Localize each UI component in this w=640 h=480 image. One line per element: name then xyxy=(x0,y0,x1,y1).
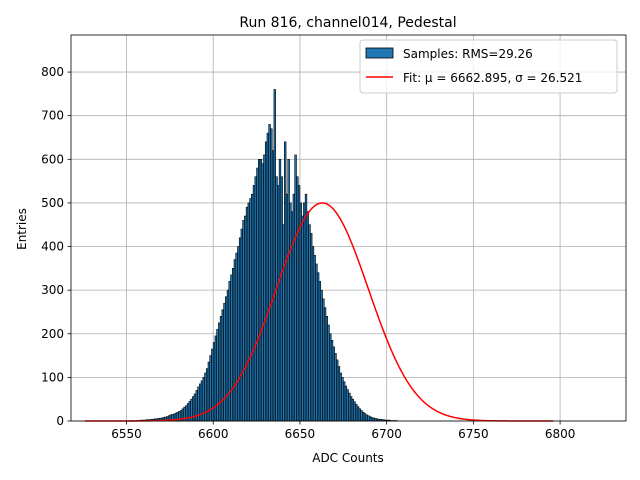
y-tick-label: 0 xyxy=(56,414,64,428)
legend-samples-label: Samples: RMS=29.26 xyxy=(403,47,533,61)
x-axis-ticks: 6550 6600 6650 6700 6750 6800 xyxy=(111,421,575,441)
x-tick-label: 6700 xyxy=(371,427,402,441)
x-tick-label: 6650 xyxy=(285,427,316,441)
x-tick-label: 6800 xyxy=(545,427,576,441)
legend-samples-swatch xyxy=(365,47,394,59)
y-tick-label: 800 xyxy=(41,65,64,79)
x-tick-label: 6600 xyxy=(198,427,229,441)
y-axis-ticks: 0 100 200 300 400 500 600 700 800 xyxy=(41,65,71,428)
y-tick-label: 700 xyxy=(41,109,64,123)
y-tick-label: 500 xyxy=(41,196,64,210)
y-tick-label: 200 xyxy=(41,327,64,341)
x-tick-label: 6550 xyxy=(111,427,142,441)
legend-fit-label: Fit: μ = 6662.895, σ = 26.521 xyxy=(403,71,582,85)
x-axis-label: ADC Counts xyxy=(312,451,384,465)
y-tick-label: 300 xyxy=(41,283,64,297)
fit-curve xyxy=(84,202,554,422)
y-tick-label: 100 xyxy=(41,370,64,384)
legend-frame xyxy=(359,39,618,94)
x-tick-label: 6750 xyxy=(458,427,489,441)
y-tick-label: 600 xyxy=(41,152,64,166)
y-axis-label: Entries xyxy=(15,208,29,250)
legend: Samples: RMS=29.26 Fit: μ = 6662.895, σ … xyxy=(359,39,618,94)
y-tick-label: 400 xyxy=(41,240,64,254)
grid xyxy=(71,35,626,422)
chart-title: Run 816, channel014, Pedestal xyxy=(239,15,456,31)
axes-frame xyxy=(70,34,627,422)
